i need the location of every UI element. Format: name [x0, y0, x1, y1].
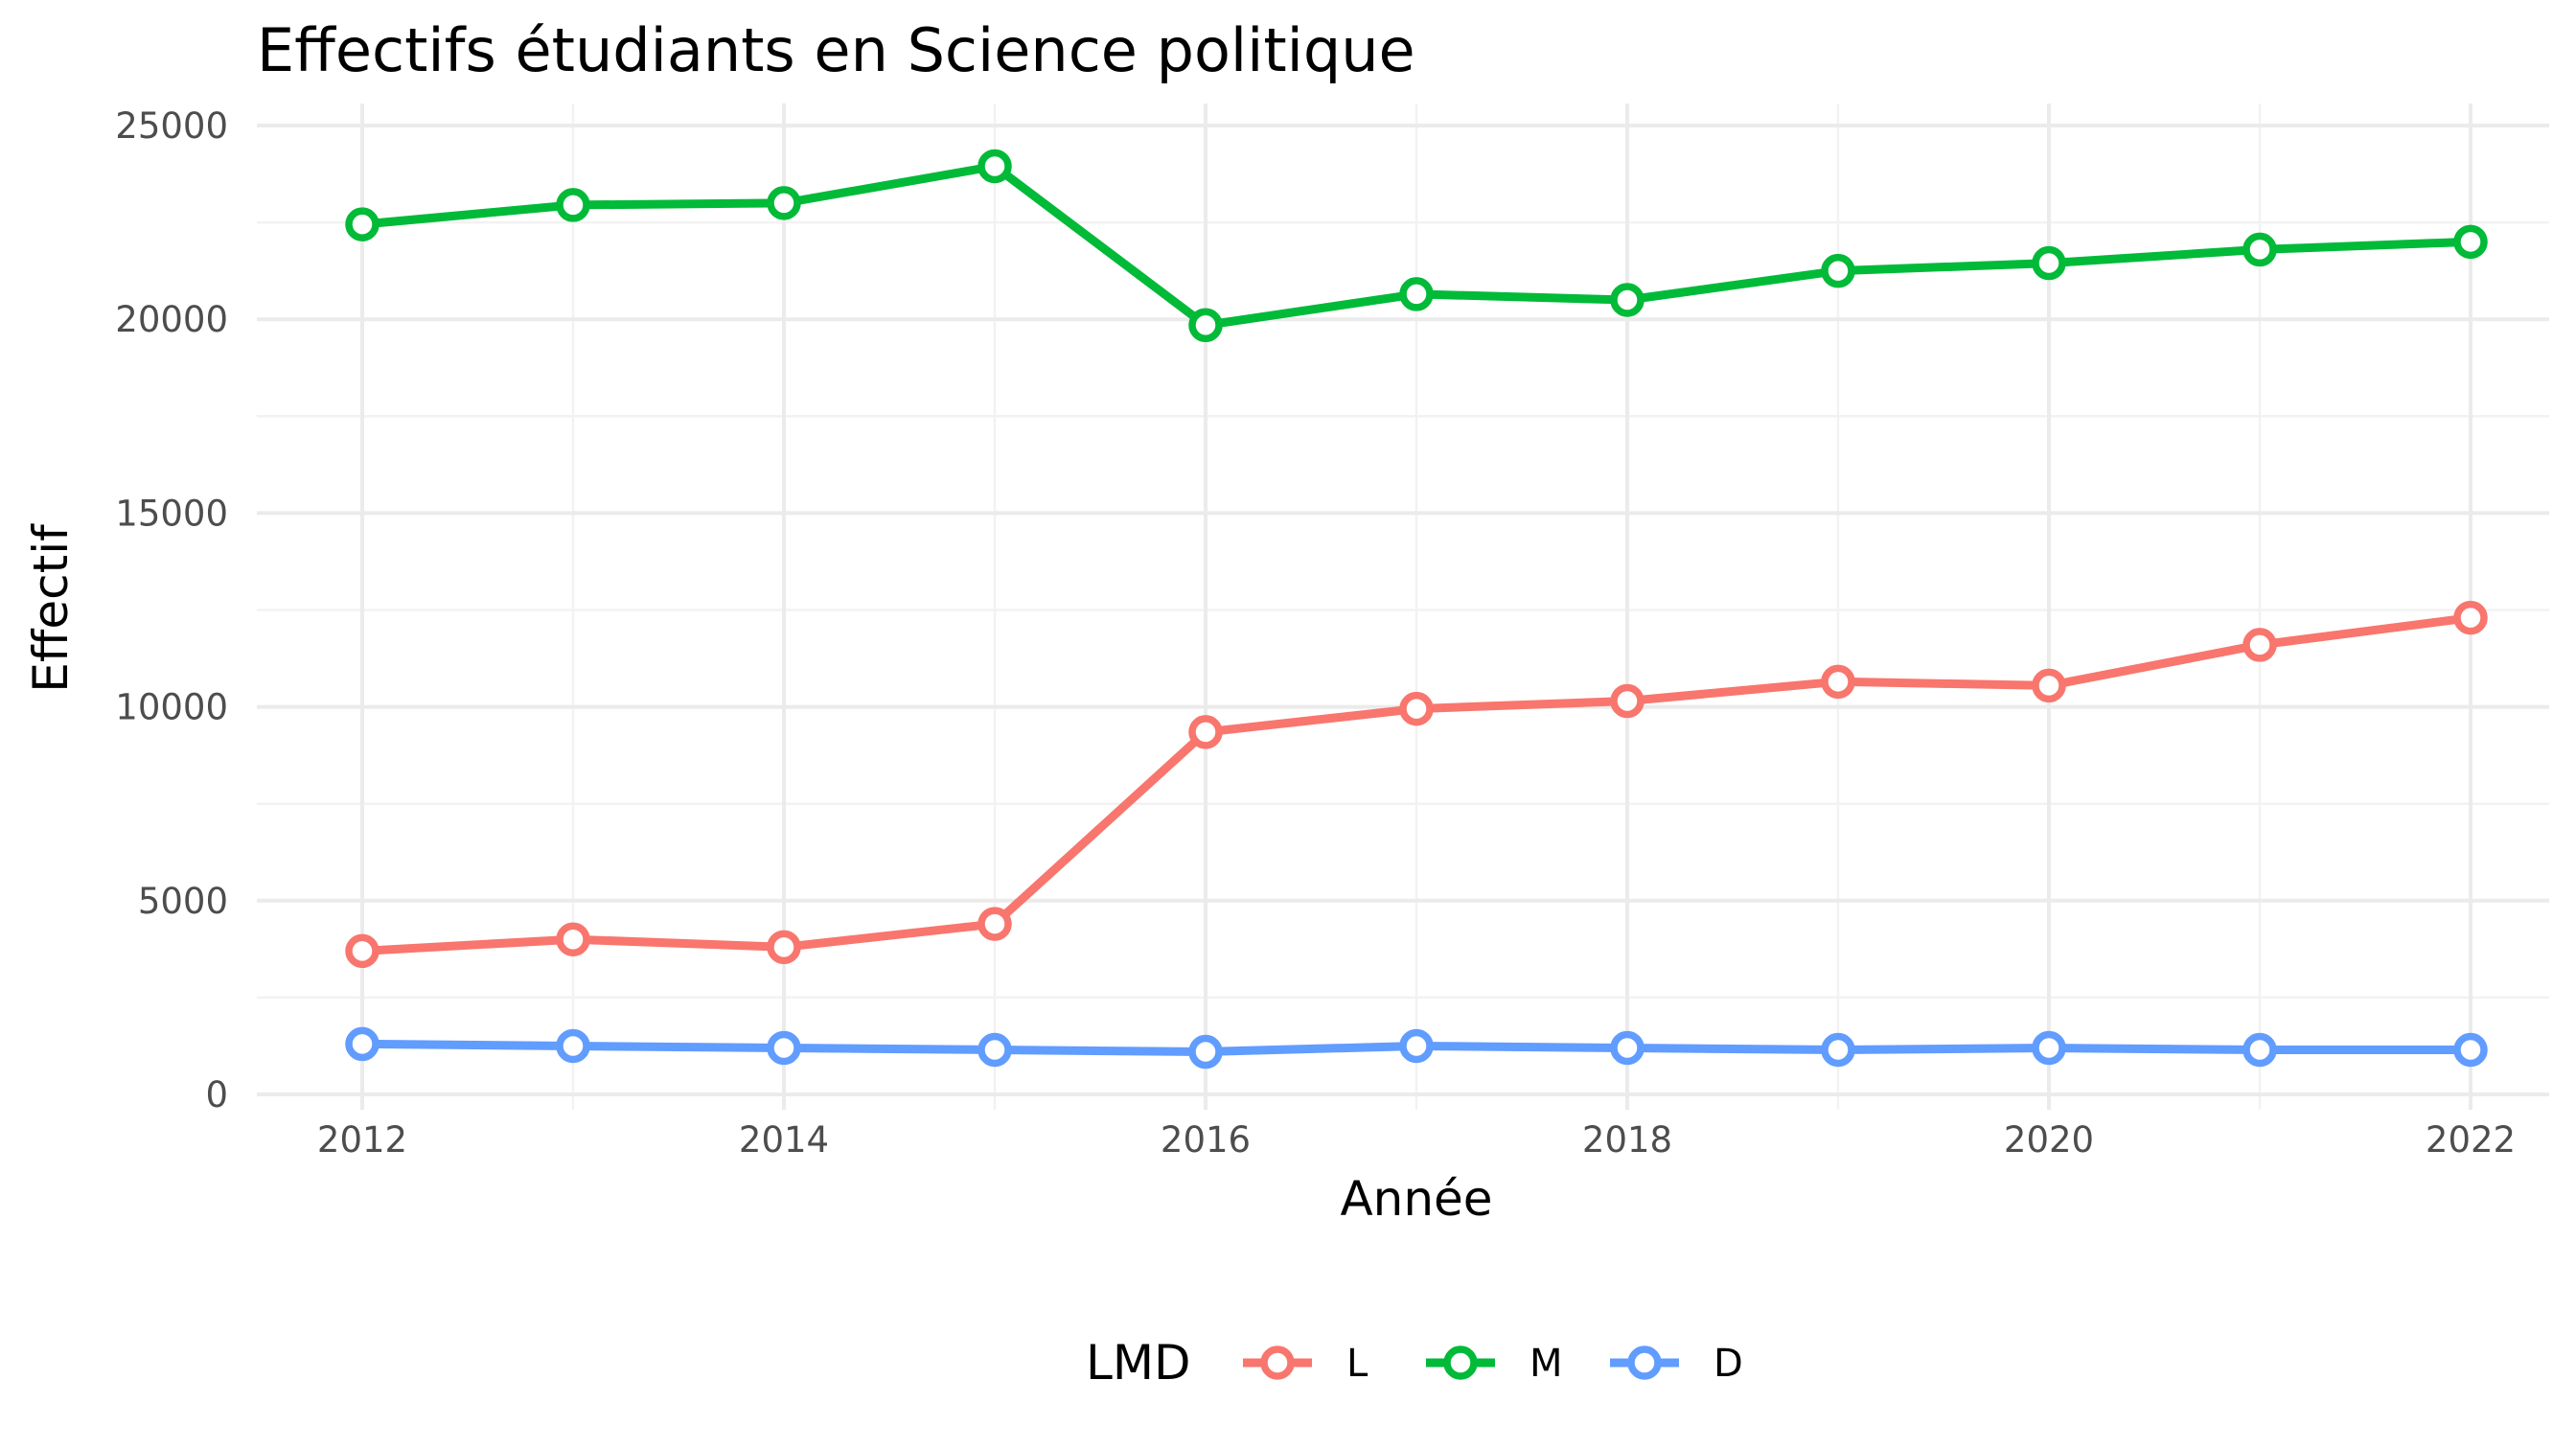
- series-L: [345, 600, 2488, 969]
- data-point-M: [978, 149, 1012, 184]
- y-axis-title: Effectif: [23, 523, 79, 693]
- x-tick-label: 2014: [739, 1119, 829, 1161]
- data-point-D: [1610, 1030, 1644, 1066]
- y-axis-ticks: 0 5000 10000 15000 20000 25000: [115, 105, 228, 1116]
- legend-item-L: L: [1243, 1342, 1368, 1386]
- x-axis-title: Année: [1340, 1171, 1492, 1227]
- series-D: [345, 1026, 2488, 1070]
- data-point-M: [1188, 308, 1223, 343]
- legend-key-point: [1260, 1346, 1295, 1380]
- legend-title: LMD: [1086, 1335, 1191, 1391]
- data-point-L: [1188, 715, 1223, 749]
- series-M: [345, 149, 2488, 343]
- x-axis-ticks: 2012 2014 2016 2018 2020 2022: [317, 1119, 2516, 1161]
- data-point-M: [2242, 232, 2277, 267]
- data-point-L: [1821, 664, 1855, 700]
- data-series: [345, 149, 2488, 1070]
- data-point-D: [2242, 1032, 2277, 1068]
- data-point-L: [1610, 683, 1644, 719]
- data-point-D: [345, 1026, 380, 1062]
- data-point-D: [2032, 1030, 2066, 1066]
- y-tick-label: 0: [205, 1074, 228, 1116]
- y-tick-label: 25000: [115, 105, 228, 147]
- x-tick-label: 2016: [1161, 1119, 1251, 1161]
- legend-item-D: D: [1610, 1342, 1743, 1386]
- legend-label-D: D: [1714, 1342, 1743, 1386]
- legend-label-L: L: [1346, 1342, 1368, 1386]
- legend-item-M: M: [1426, 1342, 1563, 1386]
- x-tick-label: 2018: [1582, 1119, 1672, 1161]
- data-point-M: [2032, 245, 2066, 281]
- data-point-M: [345, 207, 380, 242]
- data-point-M: [1821, 253, 1855, 288]
- data-point-D: [1188, 1034, 1223, 1070]
- y-tick-label: 20000: [115, 299, 228, 340]
- y-tick-label: 5000: [138, 881, 228, 922]
- data-point-M: [1610, 283, 1644, 317]
- data-point-L: [345, 933, 380, 969]
- data-point-L: [2242, 628, 2277, 662]
- x-tick-label: 2020: [2004, 1119, 2094, 1161]
- data-point-D: [1821, 1032, 1855, 1068]
- x-tick-label: 2022: [2426, 1119, 2516, 1161]
- data-point-D: [1399, 1028, 1434, 1064]
- data-point-M: [767, 186, 801, 220]
- data-point-L: [2032, 668, 2066, 703]
- y-tick-label: 15000: [115, 493, 228, 534]
- legend-key-point: [1627, 1346, 1662, 1380]
- data-point-L: [1399, 691, 1434, 726]
- y-tick-label: 10000: [115, 687, 228, 728]
- data-point-L: [556, 922, 590, 956]
- data-point-D: [978, 1032, 1012, 1068]
- chart-title: Effectifs étudiants en Science politique: [257, 15, 1415, 85]
- legend-key-point: [1443, 1346, 1478, 1380]
- data-point-M: [1399, 277, 1434, 311]
- data-point-M: [556, 188, 590, 222]
- data-point-L: [2453, 600, 2488, 635]
- data-point-M: [2453, 224, 2488, 260]
- legend-label-M: M: [1530, 1342, 1563, 1386]
- data-point-D: [556, 1028, 590, 1064]
- data-point-D: [767, 1030, 801, 1066]
- data-point-L: [978, 907, 1012, 941]
- x-tick-label: 2012: [317, 1119, 407, 1161]
- data-point-D: [2453, 1032, 2488, 1068]
- data-point-L: [767, 930, 801, 965]
